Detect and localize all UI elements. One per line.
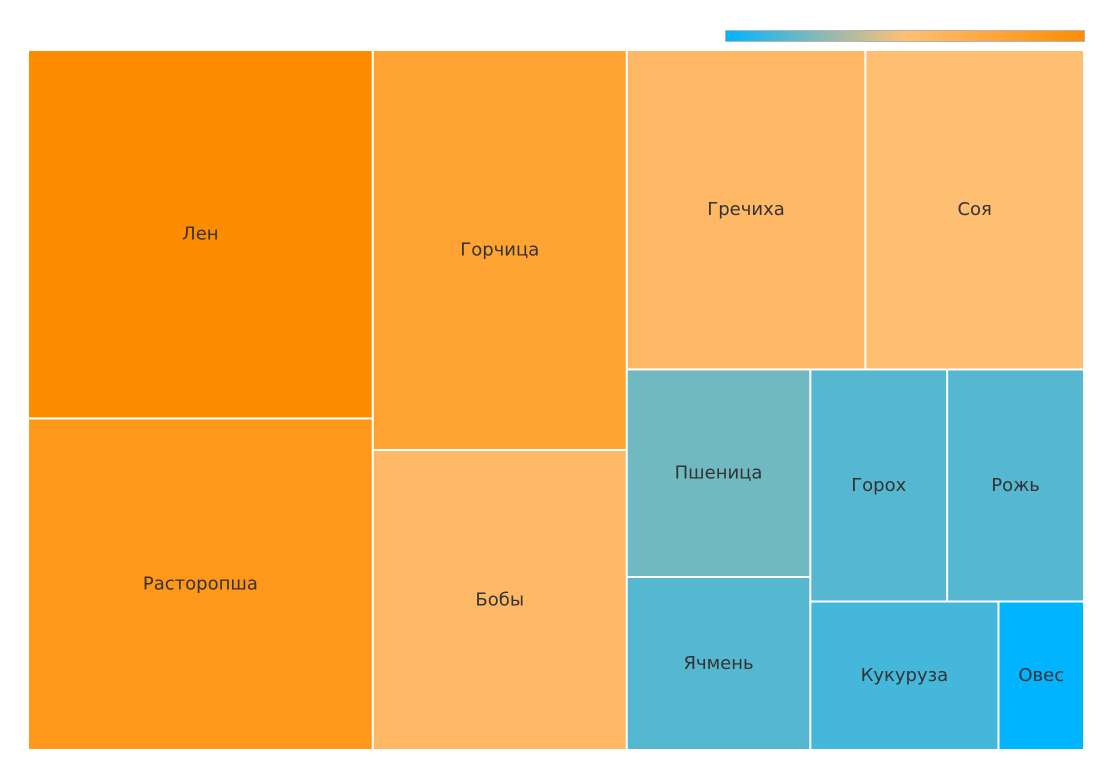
treemap-tile[interactable]: Горчица (373, 51, 626, 449)
treemap-tile-rect[interactable] (627, 51, 865, 369)
treemap-tile-label: Кукуруза (861, 665, 949, 686)
treemap-tile-rect[interactable] (948, 370, 1083, 601)
treemap-tile-rect[interactable] (373, 451, 626, 749)
treemap-tile[interactable]: Расторопша (29, 419, 372, 749)
treemap-tile-label: Бобы (475, 590, 524, 611)
treemap-tile[interactable]: Кукуруза (811, 602, 998, 749)
treemap-tile-rect[interactable] (29, 419, 372, 749)
treemap-tile-label: Овес (1018, 665, 1064, 686)
treemap-tile-label: Гречиха (707, 199, 785, 220)
treemap-tile-label: Рожь (991, 475, 1040, 496)
treemap-tile-rect[interactable] (373, 51, 626, 449)
treemap-tile-label: Лен (182, 224, 218, 245)
treemap-tile[interactable]: Лен (29, 51, 372, 418)
treemap-tile-label: Ячмень (683, 653, 753, 674)
treemap-tile-rect[interactable] (627, 578, 810, 749)
treemap-tile-label: Горох (851, 475, 906, 496)
treemap-tile-rect[interactable] (999, 602, 1083, 749)
treemap-tile-rect[interactable] (811, 370, 947, 601)
treemap-tile-rect[interactable] (29, 51, 372, 418)
treemap-tile-label: Горчица (460, 240, 539, 261)
treemap-tile-label: Расторопша (143, 574, 258, 595)
treemap-tile[interactable]: Ячмень (627, 578, 810, 749)
color-scale-legend (725, 30, 1085, 42)
treemap-tile[interactable]: Рожь (948, 370, 1083, 601)
treemap-tile-rect[interactable] (866, 51, 1083, 369)
treemap-tile[interactable]: Соя (866, 51, 1083, 369)
treemap-tile[interactable]: Овес (999, 602, 1083, 749)
treemap-tile[interactable]: Горох (811, 370, 947, 601)
treemap-tile-label: Соя (957, 199, 991, 220)
treemap-tile[interactable]: Бобы (373, 451, 626, 749)
treemap-tile-label: Пшеница (675, 463, 763, 484)
treemap-tile[interactable]: Пшеница (627, 370, 810, 577)
treemap-tile-rect[interactable] (627, 370, 810, 577)
treemap-tile[interactable]: Гречиха (627, 51, 865, 369)
treemap-tile-rect[interactable] (811, 602, 998, 749)
